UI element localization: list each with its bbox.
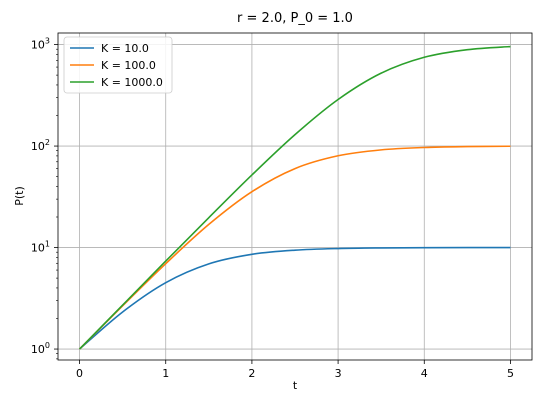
y-tick-label: 102 [31,138,50,153]
x-axis-label: t [293,379,298,392]
y-tick-label: 101 [31,240,50,255]
y-tick-label-exp: 2 [45,138,50,147]
legend: K = 10.0 K = 100.0 K = 1000.0 [63,36,173,94]
y-tick-label: 100 [31,341,50,356]
y-tick-label-exp: 1 [45,240,50,249]
y-tick-label-base: 10 [31,39,45,52]
series-line-2 [78,145,511,350]
plot-frame [57,32,533,361]
y-axis-label: P(t) [13,186,26,206]
series-line-1 [79,246,511,350]
x-axis-ticks: 0 1 2 3 4 5 [76,360,514,380]
y-tick-label-base: 10 [31,140,45,153]
y-tick-label-base: 10 [31,242,45,255]
y-tick-label-exp: 3 [45,37,50,46]
series-line-3 [78,45,511,350]
x-tick-label: 5 [507,367,514,380]
x-tick-label: 2 [248,367,255,380]
y-tick-label-base: 10 [31,343,45,356]
x-tick-label: 0 [76,367,83,380]
legend-box [63,36,173,94]
y-tick-label: 103 [31,37,50,52]
x-tick-label: 4 [421,367,428,380]
series-layer [78,45,511,350]
chart-title: r = 2.0, P_0 = 1.0 [237,11,353,26]
y-tick-label-exp: 0 [45,341,50,350]
legend-label-1: K = 10.0 [101,42,149,55]
legend-label-3: K = 1000.0 [101,76,163,89]
legend-label-2: K = 100.0 [101,59,156,72]
x-tick-label: 3 [335,367,342,380]
x-tick-label: 1 [162,367,169,380]
